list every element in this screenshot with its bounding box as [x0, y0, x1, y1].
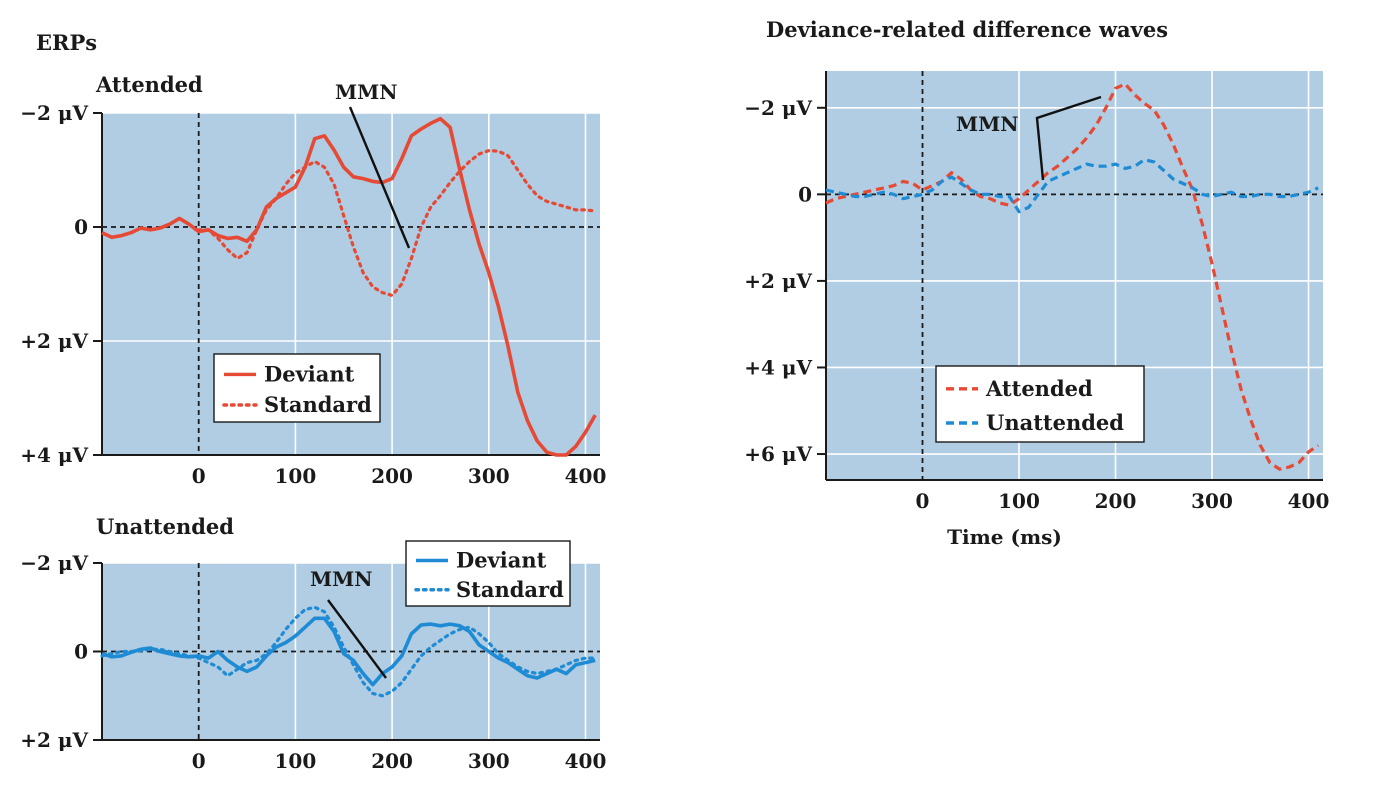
right-figure-heading: Deviance-related difference waves — [766, 17, 1168, 42]
x-tick-label: 400 — [565, 749, 607, 773]
panel-title: Attended — [95, 72, 203, 97]
mmn-annotation: MMN — [310, 567, 373, 591]
legend-label: Attended — [985, 376, 1093, 401]
x-tick-label: 100 — [275, 464, 317, 488]
x-tick-label: 200 — [371, 749, 413, 773]
x-axis-label: Time (ms) — [947, 525, 1062, 549]
x-tick-label: 300 — [468, 749, 510, 773]
y-tick-label: −2 μV — [744, 96, 812, 120]
y-tick-label: +2 μV — [20, 329, 88, 353]
mmn-pointer — [348, 106, 411, 249]
mmn-pointer — [1035, 95, 1102, 181]
x-tick-label: 200 — [371, 464, 413, 488]
chart-unattended: −2 μV 0 +2 μV 0 100 200 300 400 Unattended Devian… — [20, 514, 606, 773]
chart-difference: −2 μV 0 +2 μV +4 μV +6 μV 0 100 200 300 400 Time (… — [744, 71, 1329, 549]
y-tick-label: +6 μV — [744, 442, 812, 466]
y-tick-label: +2 μV — [20, 728, 88, 752]
x-tick-label: 0 — [916, 489, 930, 513]
mmn-annotation: MMN — [335, 80, 398, 104]
left-figure-heading: ERPs — [36, 30, 97, 55]
series-line-unattended — [825, 158, 1319, 214]
legend-label: Deviant — [456, 548, 547, 573]
legend-label: Deviant — [264, 361, 355, 386]
x-tick-label: 300 — [468, 464, 510, 488]
y-tick-label: +2 μV — [744, 269, 812, 293]
legend-label: Standard — [456, 577, 564, 602]
y-tick-label: 0 — [74, 640, 88, 664]
x-tick-label: 0 — [192, 749, 206, 773]
legend-box — [213, 353, 381, 423]
y-tick-label: −2 μV — [20, 551, 88, 575]
y-tick-label: +4 μV — [20, 443, 88, 467]
series-line-deviant — [101, 116, 597, 457]
y-tick-label: +4 μV — [744, 355, 812, 379]
x-tick-label: 100 — [998, 489, 1040, 513]
y-tick-label: 0 — [74, 215, 88, 239]
x-tick-label: 400 — [565, 464, 607, 488]
series-line-attended — [825, 82, 1320, 471]
chart-attended: −2 μV 0 +2 μV +4 μV 0 100 200 300 400 Attended Dev… — [20, 72, 606, 488]
x-tick-label: 0 — [192, 464, 206, 488]
panel-title: Unattended — [96, 514, 234, 539]
x-tick-label: 400 — [1288, 489, 1330, 513]
legend-label: Unattended — [986, 410, 1124, 435]
y-tick-label: 0 — [798, 182, 812, 206]
y-tick-label: −2 μV — [20, 101, 88, 125]
x-tick-label: 300 — [1191, 489, 1233, 513]
chart-panels: −2 μV 0 +2 μV +4 μV 0 100 200 300 400 Attended Dev… — [20, 71, 1329, 773]
mmn-pointer — [327, 599, 387, 679]
legend-box — [935, 365, 1145, 443]
series-line-standard — [100, 605, 597, 698]
legend-label: Standard — [264, 392, 372, 417]
x-tick-label: 200 — [1095, 489, 1137, 513]
legend-box — [405, 540, 571, 607]
mmn-annotation: MMN — [956, 112, 1019, 136]
x-tick-label: 100 — [275, 749, 317, 773]
series-line-standard — [197, 149, 597, 297]
